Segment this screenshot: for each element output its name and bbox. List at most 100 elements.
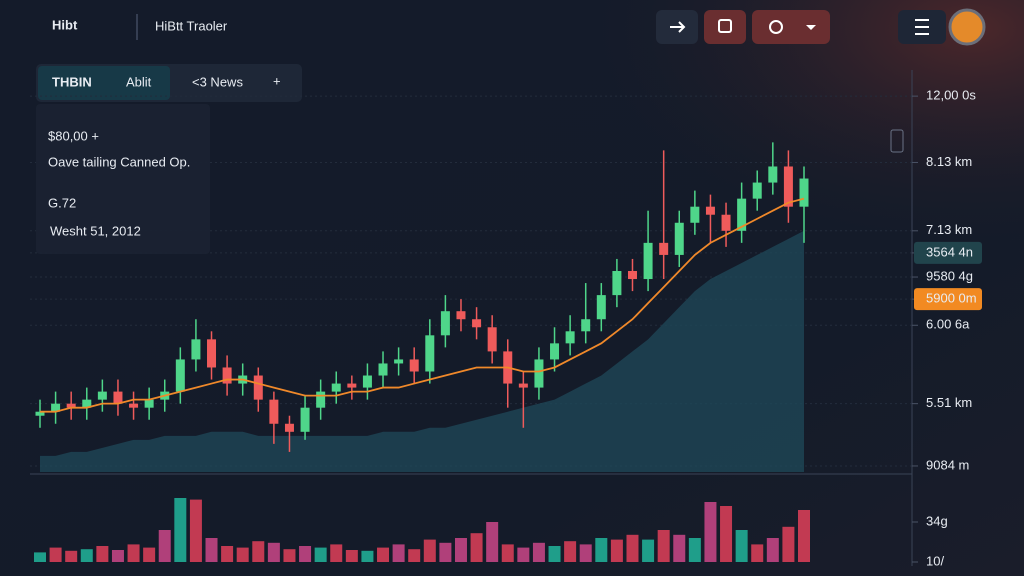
- candle-body: [316, 391, 326, 408]
- candle-body: [144, 399, 154, 408]
- volume-bar: [361, 550, 374, 562]
- scroll-handle[interactable]: [890, 129, 904, 153]
- candle-body: [518, 383, 528, 388]
- volume-bar: [532, 542, 545, 562]
- volume-bar: [486, 522, 499, 562]
- volume-bar: [236, 547, 249, 562]
- value: G.72: [48, 195, 76, 210]
- candle-body: [409, 359, 419, 372]
- volume-bar: [283, 549, 296, 562]
- volume-bar: [205, 538, 218, 562]
- volume-bar: [392, 544, 405, 562]
- candle-body: [425, 335, 435, 372]
- tab[interactable]: <3 News: [192, 74, 243, 89]
- candle-body: [284, 423, 294, 432]
- candle-body: [269, 399, 279, 424]
- arrow-icon: [670, 21, 686, 33]
- candle-body: [581, 319, 591, 332]
- candle-body: [659, 242, 669, 255]
- candle-body: [347, 383, 357, 388]
- candle-body: [705, 206, 715, 215]
- candle-body: [97, 391, 107, 400]
- candle-body: [113, 391, 123, 404]
- volume-bar: [642, 539, 655, 562]
- volume-bar: [65, 550, 78, 562]
- volume-bar: [626, 534, 639, 562]
- volume-bar: [143, 547, 156, 562]
- y-tick-label: 10/: [926, 553, 944, 568]
- candle-body: [487, 327, 497, 352]
- caret-icon: [806, 25, 816, 30]
- candle-body: [35, 411, 45, 416]
- volume-bar: [252, 541, 265, 562]
- candle-body: [394, 359, 404, 364]
- volume-bar: [595, 538, 608, 562]
- y-tick-label: 9580 4g: [926, 268, 973, 283]
- active-tab[interactable]: [38, 66, 170, 100]
- volume-bar: [423, 539, 436, 562]
- volume-bar: [798, 510, 810, 562]
- tab[interactable]: Ablit: [126, 74, 152, 89]
- candle-body: [362, 375, 372, 388]
- candle-body: [378, 363, 388, 376]
- candle-body: [300, 407, 310, 432]
- date: Wesht 51, 2012: [50, 223, 141, 238]
- volume-bar: [377, 547, 390, 562]
- candle-body: [550, 343, 560, 360]
- y-tick-label: 12,00 0s: [926, 88, 976, 103]
- volume-bar: [751, 544, 764, 562]
- candle-body: [768, 166, 778, 183]
- candle-body: [690, 206, 700, 223]
- candle-body: [737, 198, 747, 231]
- volume-bar: [517, 547, 530, 562]
- menu-icon: [915, 19, 929, 35]
- settings-dropdown[interactable]: [752, 10, 830, 44]
- volume-bar: [314, 547, 327, 562]
- candle-body: [129, 403, 139, 408]
- volume-bar: [96, 546, 109, 562]
- volume-bar: [158, 530, 171, 562]
- candle-body: [440, 311, 450, 336]
- y-tick-label: 7.13 km: [926, 222, 972, 237]
- volume-bar: [34, 552, 46, 562]
- candle-body: [627, 271, 637, 280]
- volume-bar: [735, 530, 748, 562]
- volume-bar: [174, 498, 187, 562]
- tab[interactable]: THBIN: [52, 74, 92, 89]
- candle-body: [674, 222, 684, 255]
- candle-body: [752, 182, 762, 199]
- copy-icon: [718, 19, 732, 33]
- candle-body: [66, 403, 76, 408]
- candle-body: [612, 271, 622, 296]
- volume-bar: [564, 541, 577, 562]
- app-name: HiBtt Traoler: [155, 18, 228, 33]
- candle-body: [207, 339, 217, 368]
- caption: Oave tailing Canned Op.: [48, 154, 190, 169]
- candle-body: [472, 319, 482, 328]
- volume-bar: [221, 546, 234, 562]
- moving-average: [40, 197, 805, 413]
- price: $80,00 +: [48, 128, 99, 143]
- volume-bar: [439, 542, 452, 562]
- copy-button[interactable]: [704, 10, 746, 44]
- volume-bar: [782, 526, 795, 562]
- candle-body: [643, 242, 653, 280]
- avatar[interactable]: [948, 8, 986, 46]
- candle-body: [331, 383, 341, 392]
- volume-bar: [189, 499, 202, 562]
- volume-bar: [657, 530, 670, 562]
- volume-bar: [330, 544, 343, 562]
- candle-body: [456, 311, 466, 320]
- y-tick-label: 34g: [926, 513, 948, 528]
- y-tick-label: 6.00 6a: [926, 317, 970, 332]
- y-tick-label: 5900 0m: [926, 291, 977, 306]
- gear-icon: [769, 20, 783, 34]
- add-tab[interactable]: +: [273, 73, 281, 88]
- volume-bar: [408, 549, 421, 562]
- candle-body: [82, 399, 92, 408]
- volume-bar: [766, 538, 779, 562]
- candle-body: [783, 166, 793, 207]
- candle-body: [596, 295, 606, 320]
- volume-bar: [470, 533, 483, 562]
